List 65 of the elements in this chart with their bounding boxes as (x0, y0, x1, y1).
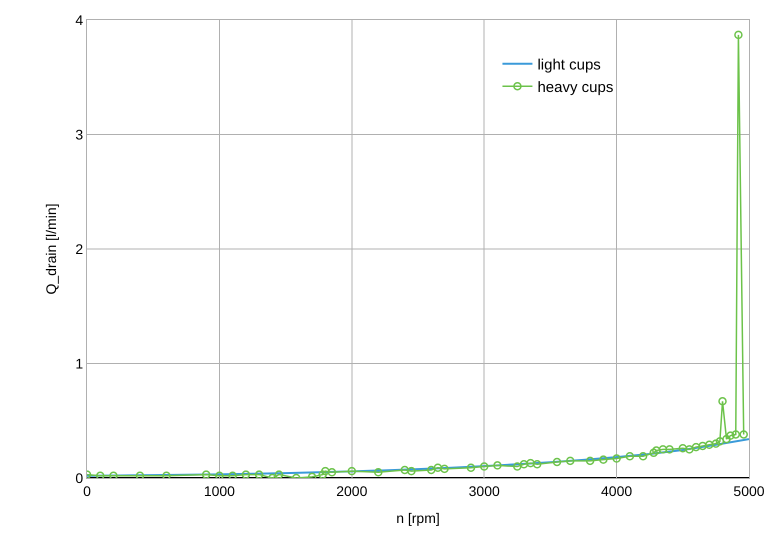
y-tick-label: 3 (75, 126, 84, 142)
point (526, 458, 535, 468)
x-tick-label: 3000 (468, 482, 500, 499)
point (493, 461, 502, 470)
x-tick-label: 4000 (601, 482, 632, 499)
point (328, 468, 336, 477)
point (649, 448, 658, 458)
point (599, 455, 608, 464)
point (722, 434, 731, 444)
point (726, 431, 735, 440)
point (612, 454, 621, 463)
x-tick-label: 5000 (733, 482, 765, 499)
point (712, 439, 720, 448)
legend-label: light cups (537, 56, 601, 74)
point (665, 445, 674, 454)
x-axis-title: n [rpm] (396, 510, 440, 526)
point (552, 458, 562, 466)
point (513, 462, 522, 471)
point (400, 466, 410, 474)
point (254, 470, 264, 478)
point (434, 463, 442, 472)
point (215, 471, 224, 478)
point (318, 470, 327, 478)
x-tick-label: 2000 (336, 482, 368, 499)
point (228, 471, 237, 478)
point (692, 442, 700, 452)
point (705, 440, 714, 450)
y-tick-label: 2 (75, 240, 84, 257)
point (162, 471, 171, 478)
x-tick-label: 1000 (204, 482, 236, 499)
point (532, 460, 542, 469)
point (658, 445, 668, 454)
point (136, 471, 144, 478)
point (480, 462, 488, 471)
point (374, 468, 383, 477)
point (716, 437, 724, 446)
point (566, 456, 575, 466)
point (678, 444, 688, 452)
point (586, 456, 594, 466)
point (626, 452, 634, 460)
legend-label: heavy cups (537, 79, 614, 96)
point (638, 452, 648, 460)
point (321, 466, 330, 476)
point (698, 442, 707, 450)
point (440, 464, 449, 474)
point (520, 460, 528, 469)
point (652, 446, 661, 455)
y-tick-label: 4 (75, 12, 84, 28)
point (96, 471, 104, 478)
point (739, 430, 748, 439)
point (348, 466, 356, 476)
point (109, 471, 118, 478)
point (426, 466, 436, 474)
point (734, 30, 743, 40)
point (718, 397, 727, 406)
point (202, 470, 210, 478)
point (466, 463, 476, 472)
y-tick-label: 0 (75, 470, 84, 486)
point (685, 445, 694, 454)
y-tick-label: 1 (75, 355, 84, 372)
point (242, 470, 250, 478)
point (407, 466, 416, 476)
point (732, 430, 740, 439)
y-axis-title: Q_drain [l/min] (43, 203, 60, 295)
point (274, 470, 284, 478)
